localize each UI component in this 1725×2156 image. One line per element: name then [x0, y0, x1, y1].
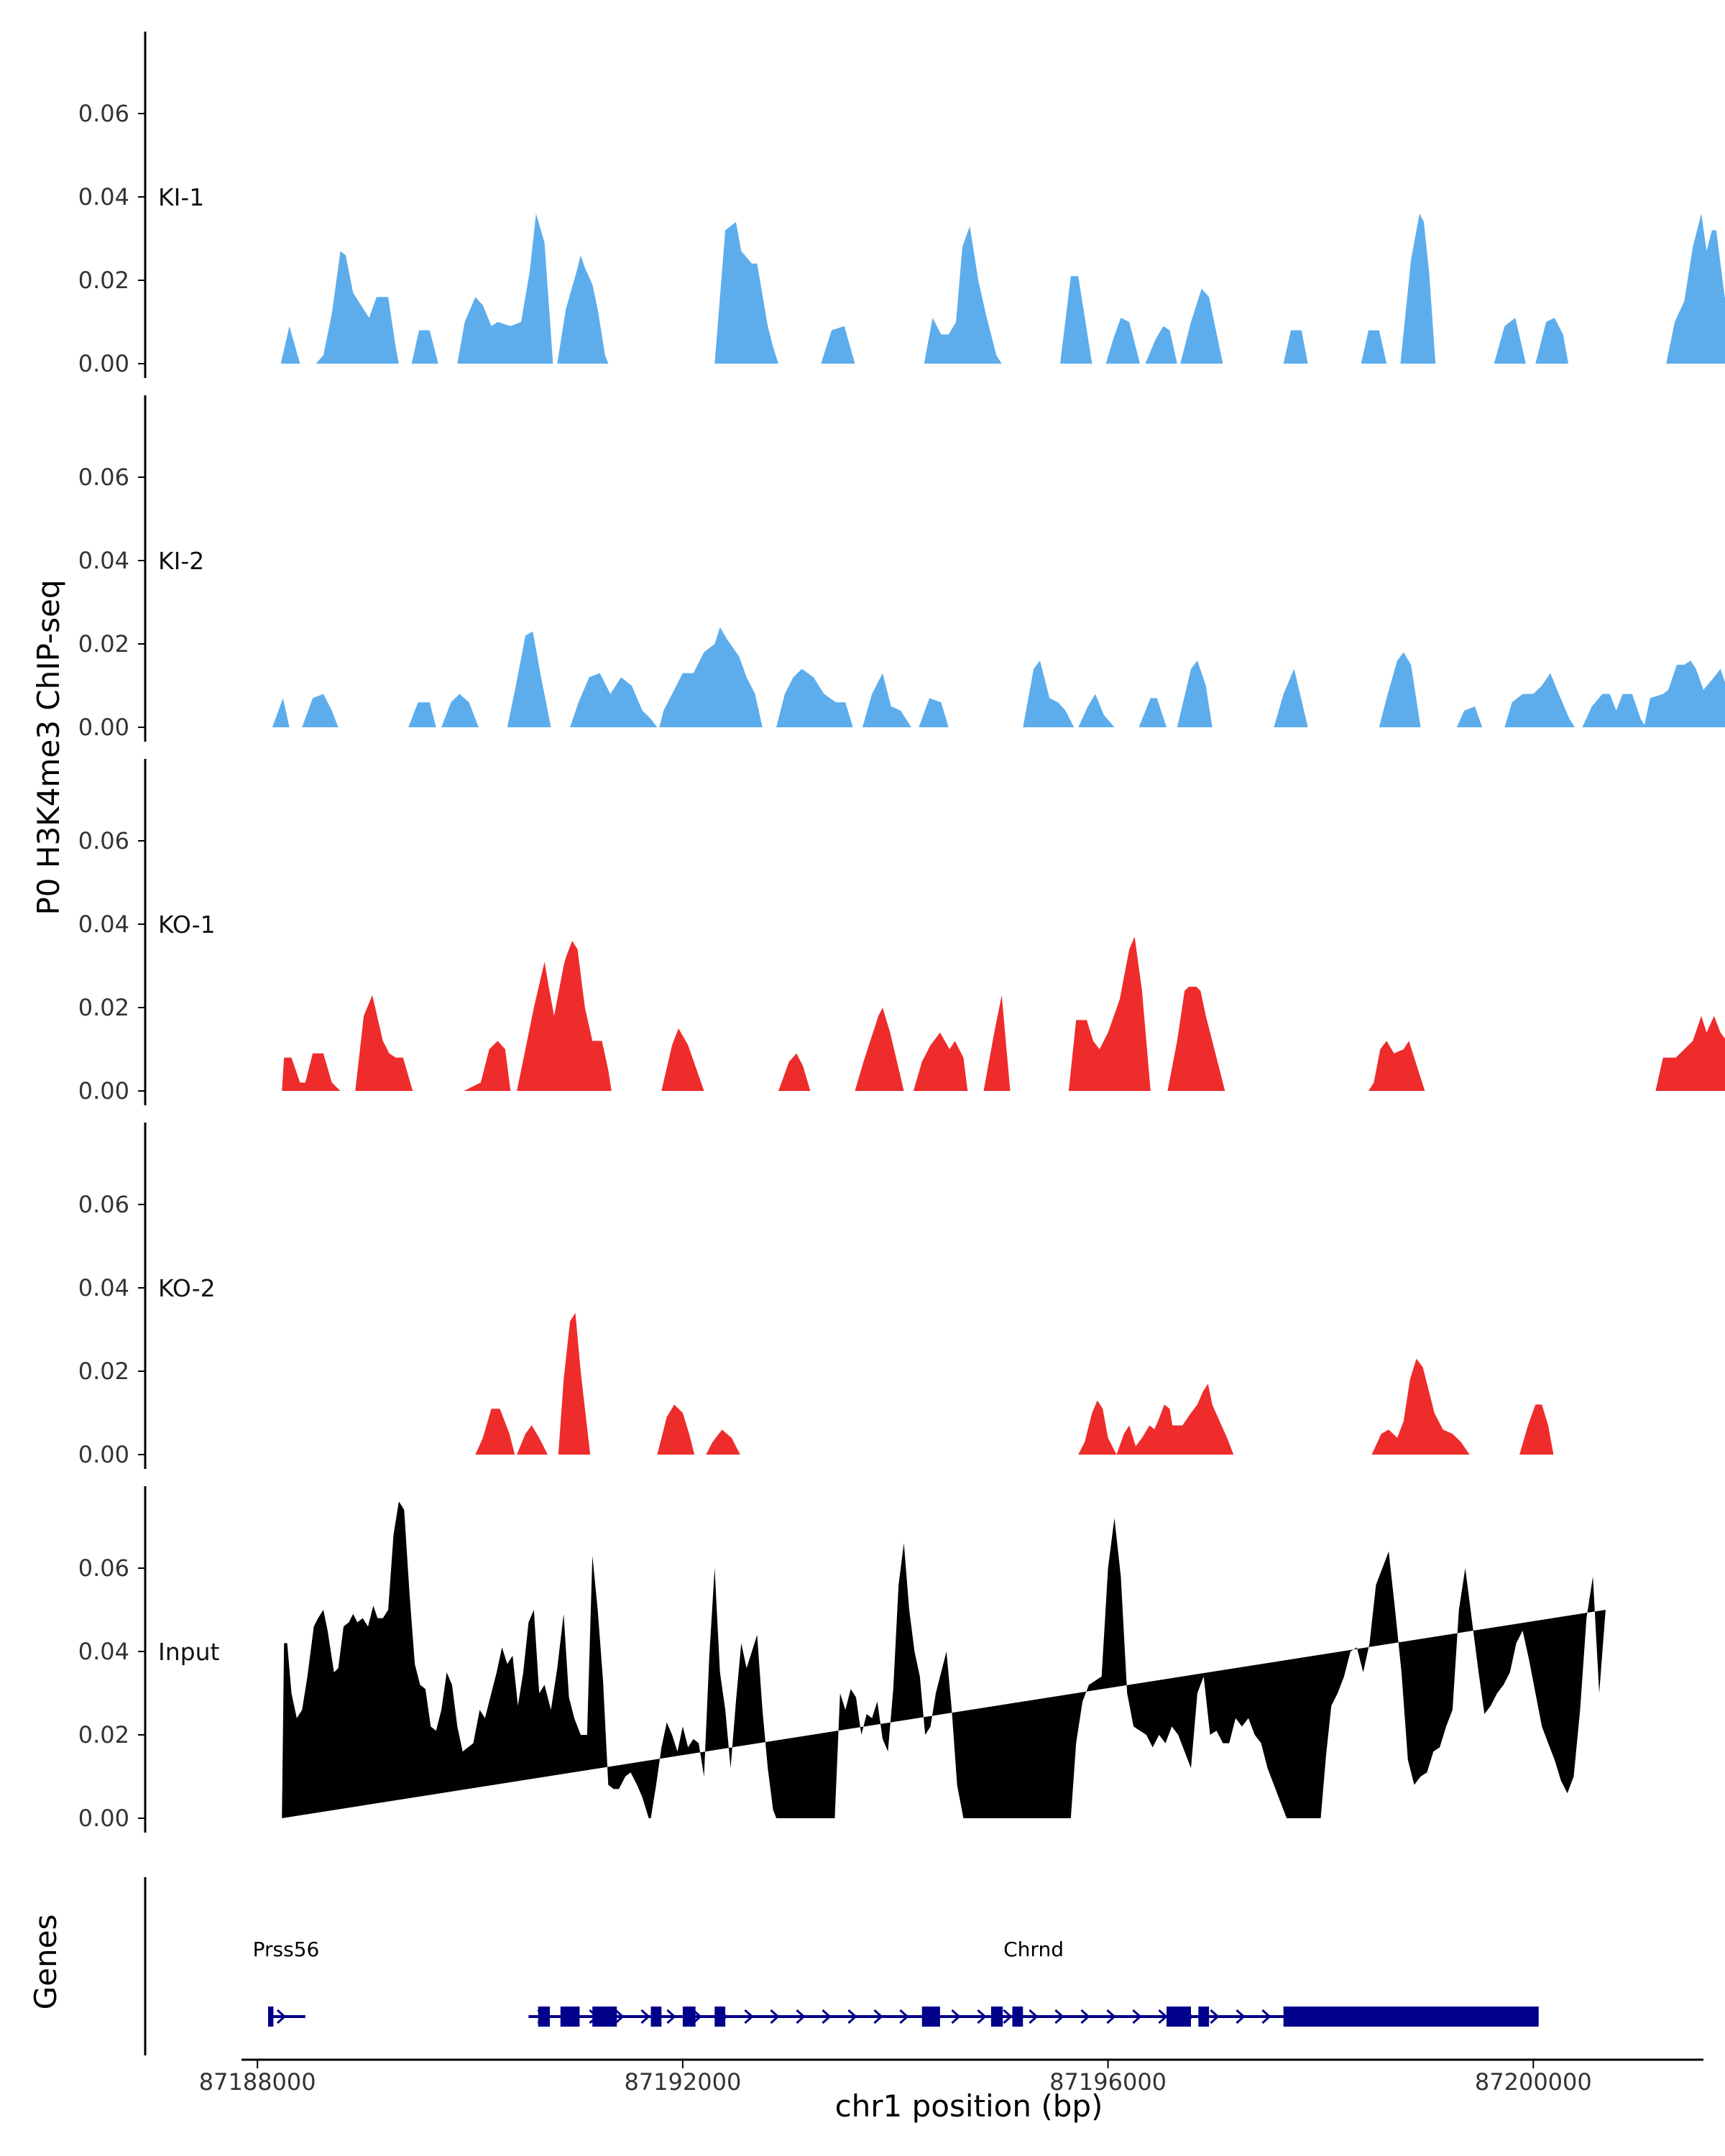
- gene-chrnd: Chrnd: [528, 1938, 1539, 2027]
- strand-arrow: [873, 2009, 883, 2024]
- y-tick-label: 0.00: [78, 1441, 129, 1468]
- x-tick-label: 87192000: [624, 2068, 741, 2096]
- gene-name-label: Prss56: [253, 1938, 320, 1961]
- strand-arrow: [615, 2009, 625, 2024]
- strand-arrow: [977, 2009, 987, 2024]
- y-tick-label: 0.02: [78, 267, 129, 294]
- strand-arrow: [1080, 2009, 1090, 2024]
- exon-block: [1198, 2007, 1210, 2027]
- y-tick-label: 0.02: [78, 1721, 129, 1749]
- y-tick-label: 0.00: [78, 1805, 129, 1832]
- y-tick-label: 0.06: [78, 1554, 129, 1582]
- y-tick-label: 0.02: [78, 1358, 129, 1385]
- exon-block: [1283, 2007, 1539, 2027]
- y-tick-label: 0.02: [78, 994, 129, 1021]
- strand-arrow: [1054, 2009, 1064, 2024]
- y-tick-label: 0.06: [78, 100, 129, 127]
- strand-arrow: [847, 2009, 857, 2024]
- strand-arrow: [1236, 2009, 1246, 2024]
- y-tick-label: 0.04: [78, 183, 129, 211]
- strand-arrow: [744, 2009, 754, 2024]
- strand-arrow: [666, 2009, 676, 2024]
- y-tick-label: 0.06: [78, 1191, 129, 1218]
- strand-arrow: [796, 2009, 806, 2024]
- strand-arrow: [1210, 2009, 1220, 2024]
- y-tick-label: 0.02: [78, 630, 129, 658]
- panel-ki-1: 0.00 0.02 0.04 0.06 KI-1: [78, 32, 1725, 378]
- exon-block: [650, 2007, 662, 2027]
- strand-arrow: [1106, 2009, 1116, 2024]
- gene-track: Prss56 Chrnd: [144, 1877, 1539, 2055]
- exon-block: [592, 2007, 617, 2027]
- exon-block: [714, 2007, 726, 2027]
- y-tick-label: 0.06: [78, 827, 129, 854]
- panel-ko-2: 0.00 0.02 0.04 0.06 KO-2: [78, 1123, 1725, 1469]
- panel-label: KO-1: [158, 911, 216, 939]
- y-tick-label: 0.04: [78, 547, 129, 574]
- strand-arrow: [276, 2009, 287, 2024]
- y-tick-label: 0.00: [78, 714, 129, 741]
- y-tick-label: 0.04: [78, 911, 129, 938]
- strand-arrow: [692, 2009, 702, 2024]
- strand-arrow: [640, 2009, 650, 2024]
- strand-arrow: [770, 2009, 780, 2024]
- exon-block: [267, 2007, 274, 2027]
- exon-block: [682, 2007, 696, 2027]
- panel-label: Input: [158, 1638, 220, 1666]
- y-tick-label: 0.00: [78, 350, 129, 377]
- y-axis-title: P0 H3K4me3 ChIP-seq: [31, 579, 66, 915]
- strand-arrow: [899, 2009, 909, 2024]
- exon-block: [560, 2007, 580, 2027]
- strand-arrow: [1132, 2009, 1142, 2024]
- x-tick-label: 87188000: [199, 2068, 316, 2096]
- exon-block: [990, 2007, 1003, 2027]
- panel-ki-2: 0.00 0.02 0.04 0.06 KI-2: [78, 395, 1725, 742]
- signal-area-ko-2: [475, 1312, 1725, 1455]
- strand-arrow: [951, 2009, 961, 2024]
- x-tick-label: 87200000: [1475, 2068, 1592, 2096]
- signal-panels: 0.00 0.02 0.04 0.06 KI-1 0.00 0.02 0.04 0.06 KI-2…: [78, 32, 1725, 1833]
- panel-ko-1: 0.00 0.02 0.04 0.06 KO-1: [78, 759, 1725, 1105]
- strand-arrow: [822, 2009, 832, 2024]
- exon-block: [538, 2007, 550, 2027]
- signal-area-input: [282, 1501, 1606, 1818]
- gene-name-label: Chrnd: [1003, 1938, 1064, 1961]
- signal-area-ko-1: [282, 936, 1725, 1091]
- gene-track-title: Genes: [28, 1915, 63, 2010]
- strand-arrow: [1261, 2009, 1271, 2024]
- exon-block: [1012, 2007, 1024, 2027]
- y-tick-label: 0.04: [78, 1274, 129, 1302]
- strand-arrow: [1029, 2009, 1039, 2024]
- panel-label: KO-2: [158, 1274, 216, 1302]
- x-axis-title: chr1 position (bp): [835, 2088, 1103, 2124]
- x-axis: 87188000 87192000 87196000 87200000: [199, 2058, 1703, 2096]
- panel-label: KI-2: [158, 547, 204, 575]
- strand-arrow: [1158, 2009, 1168, 2024]
- y-tick-label: 0.04: [78, 1638, 129, 1665]
- signal-area-ki-1: [280, 213, 1725, 364]
- panel-label: KI-1: [158, 183, 204, 211]
- panel-input: 0.00 0.02 0.04 0.06 Input: [78, 1486, 1606, 1833]
- strand-arrow: [1003, 2009, 1013, 2024]
- gene-prss56: Prss56: [253, 1938, 320, 2027]
- signal-area-ki-2: [272, 627, 1725, 727]
- y-tick-label: 0.00: [78, 1077, 129, 1105]
- exon-block: [1166, 2007, 1191, 2027]
- exon-block: [921, 2007, 940, 2027]
- y-tick-label: 0.06: [78, 464, 129, 491]
- x-tick-label: 87196000: [1049, 2068, 1167, 2096]
